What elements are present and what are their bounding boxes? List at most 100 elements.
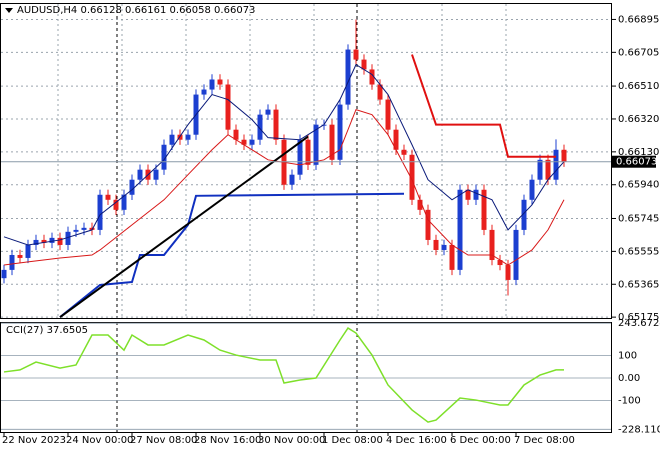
candle-body (97, 194, 103, 230)
candle-body (161, 144, 167, 170)
y-tick-label: 0.66705 (618, 47, 659, 58)
candle-body (505, 265, 511, 280)
candle-body (209, 79, 215, 90)
candle-body (529, 179, 535, 200)
candle-body (521, 199, 527, 230)
candle-body (553, 149, 559, 180)
candle-body (393, 129, 399, 150)
indicator-tick-label: 243.6724 (618, 318, 660, 329)
candle-body (169, 134, 175, 145)
chart-title: AUDUSD,H4 0.66128 0.66161 0.66058 0.6607… (17, 5, 255, 16)
candle-body (385, 99, 391, 130)
candle-body (121, 194, 127, 210)
candle-body (57, 237, 63, 245)
plot-layer: 0.66895 0.66705 0.66510 0.66320 0.66130 0.659… (1, 4, 660, 446)
candle-body (457, 189, 463, 270)
candle-body (81, 227, 87, 230)
candle-body (497, 260, 503, 266)
candle-body (489, 229, 495, 261)
candle-body (313, 124, 319, 165)
candle-body (537, 159, 543, 180)
candle-body (1, 269, 7, 279)
candle-body (377, 84, 383, 100)
candle-body (409, 154, 415, 200)
candle-body (337, 104, 343, 160)
candle-body (305, 139, 311, 165)
candle-body (201, 89, 207, 95)
y-tick-label: 0.65175 (618, 312, 659, 323)
candle-body (113, 199, 119, 210)
candle-body (273, 109, 279, 140)
candle-body (41, 239, 47, 243)
y-tick-label: 0.66510 (618, 81, 659, 92)
candle-body (105, 194, 111, 200)
candle-body (153, 169, 159, 180)
x-tick-label: 24 Nov 00:00 (66, 435, 133, 446)
overlay-line (3, 108, 565, 266)
candle-body (465, 189, 471, 200)
indicator-panel (0, 322, 612, 433)
candle-body (329, 124, 335, 160)
candle-body (561, 149, 567, 162)
candle-body (129, 179, 135, 195)
y-tick-label: 0.65745 (618, 213, 659, 224)
candle-body (249, 139, 255, 145)
indicator-tick-label: -100 (618, 396, 641, 407)
candle-body (225, 84, 231, 130)
candle-body (25, 244, 31, 258)
x-tick-label: 6 Dec 00:00 (450, 435, 511, 446)
candle-body (137, 169, 143, 180)
last-price-label: 0.66073 (616, 157, 657, 168)
candle-body (513, 229, 519, 280)
y-tick-label: 0.65555 (618, 246, 659, 257)
candle-body (369, 69, 375, 85)
candle-body (9, 255, 15, 270)
candle-body (49, 237, 55, 243)
indicator-tick-label: -228.1103 (618, 424, 660, 435)
candle-body (297, 139, 303, 175)
overlay-line (3, 63, 565, 246)
x-tick-label: 7 Dec 08:00 (514, 435, 575, 446)
candle-body (433, 239, 439, 250)
x-tick-label: 22 Nov 2023 (2, 435, 66, 446)
candle-body (185, 134, 191, 140)
overlay-line (411, 54, 556, 158)
candle-body (265, 109, 271, 115)
last-price-box (612, 155, 656, 168)
y-tick-label: 0.66895 (618, 14, 659, 25)
candle-body (257, 114, 263, 140)
x-tick-label: 30 Nov 00:00 (258, 435, 325, 446)
candle-body (17, 255, 23, 258)
candle-body (345, 49, 351, 105)
candle-body (441, 244, 447, 250)
indicator-title: CCI(27) 37.6505 (6, 325, 88, 336)
indicator-line (3, 327, 564, 423)
candle-body (353, 49, 359, 60)
candle-body (33, 239, 39, 245)
candle-body (449, 244, 455, 270)
indicator-tick-label: 0.00 (618, 373, 640, 384)
overlay-line (59, 135, 309, 318)
candle-body (241, 139, 247, 145)
x-tick-label: 27 Nov 08:00 (130, 435, 197, 446)
price-panel (0, 3, 612, 319)
candle-body (481, 189, 487, 230)
candle-body (401, 149, 407, 155)
y-tick-label: 0.66320 (618, 114, 659, 125)
candle-body (361, 59, 367, 70)
menu-arrow (5, 8, 13, 13)
candle-body (233, 129, 239, 140)
candle-body (425, 209, 431, 240)
x-tick-label: 28 Nov 16:00 (194, 435, 261, 446)
x-tick-label: 4 Dec 16:00 (386, 435, 447, 446)
candle-body (545, 159, 551, 180)
candle-body (65, 231, 71, 245)
y-tick-label: 0.66130 (618, 147, 659, 158)
indicator-tick-label: 100 (618, 351, 637, 362)
x-tick-label: 1 Dec 08:00 (322, 435, 383, 446)
candle-body (473, 189, 479, 200)
candle-body (417, 199, 423, 210)
candle-body (217, 79, 223, 85)
